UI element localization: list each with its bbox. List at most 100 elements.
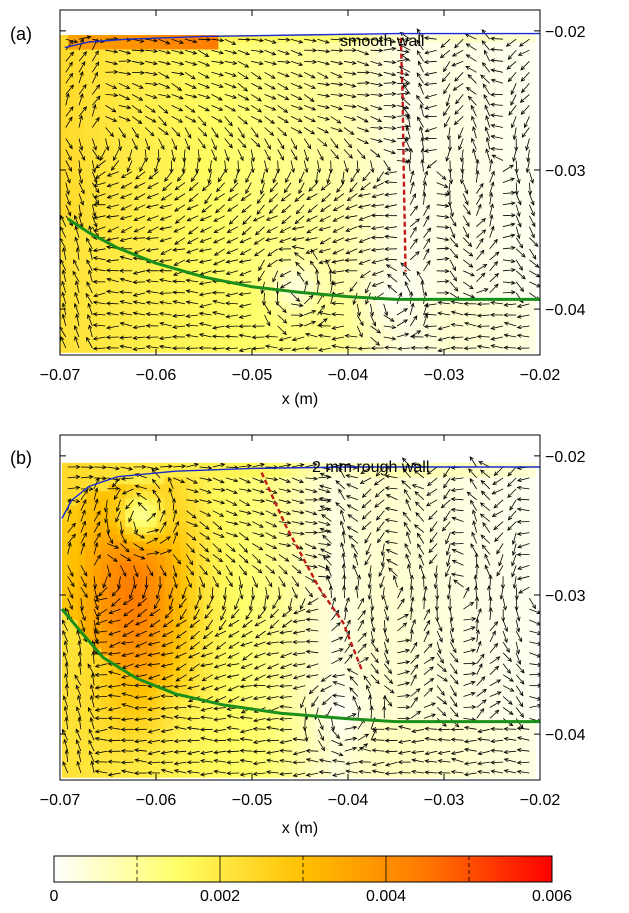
field-cell [432, 337, 441, 346]
field-cell [259, 591, 268, 600]
field-cell [186, 345, 196, 353]
field-cell [242, 308, 251, 317]
velocity-arrow [277, 49, 290, 55]
field-cell [360, 244, 370, 252]
field-cell [274, 748, 284, 757]
field-cell [519, 143, 528, 151]
field-cell [211, 562, 221, 571]
field-cell [384, 42, 394, 51]
velocity-arrow [317, 149, 324, 162]
field-cell [117, 541, 126, 550]
field-cell [259, 691, 268, 700]
field-cell [75, 301, 85, 310]
field-cell [194, 114, 204, 123]
field-cell [376, 244, 386, 252]
field-cell [203, 505, 213, 514]
field-cell [259, 748, 268, 757]
field-cell [203, 755, 213, 764]
field-cell [424, 251, 433, 260]
field-cell [194, 208, 204, 216]
field-cell [115, 251, 124, 260]
field-cell [527, 78, 536, 87]
field-cell [139, 251, 148, 260]
field-cell [519, 186, 528, 195]
field-cell [313, 63, 322, 72]
field-cell [503, 308, 513, 317]
field-cell [250, 63, 259, 72]
field-cell [85, 612, 95, 621]
field-cell [178, 114, 188, 123]
field-cell [69, 498, 79, 507]
field-cell [273, 49, 283, 58]
velocity-arrow [78, 61, 86, 73]
field-cell [164, 755, 173, 764]
field-cell [400, 208, 410, 216]
field-cell [170, 208, 180, 216]
velocity-arrow [131, 82, 144, 89]
velocity-arrow [145, 289, 159, 294]
velocity-arrow [118, 127, 126, 139]
velocity-arrow [106, 182, 119, 188]
velocity-arrow [502, 290, 516, 295]
field-cell [139, 42, 148, 51]
velocity-arrow [265, 237, 278, 242]
field-cell [519, 85, 528, 94]
field-cell [109, 469, 118, 478]
field-cell [148, 627, 158, 635]
velocity-arrow [182, 149, 187, 163]
field-cell [139, 265, 148, 274]
velocity-arrow [450, 335, 464, 340]
field-cell [440, 316, 449, 324]
velocity-arrow [386, 273, 398, 283]
field-cell [408, 35, 417, 43]
velocity-arrow [172, 290, 186, 295]
velocity-arrow [383, 303, 389, 317]
field-cell [172, 541, 181, 550]
field-cell [172, 648, 181, 657]
field-cell [243, 627, 252, 635]
field-cell [265, 215, 275, 224]
field-cell [384, 107, 394, 115]
field-cell [125, 662, 134, 671]
velocity-arrow [459, 149, 465, 163]
field-cell [109, 477, 118, 485]
field-cell [408, 49, 417, 58]
field-cell [211, 734, 221, 743]
field-cell [155, 78, 164, 87]
field-cell [511, 92, 520, 101]
field-cell [281, 236, 291, 245]
field-cell [218, 135, 227, 144]
field-cell [448, 78, 457, 87]
field-cell [162, 308, 172, 317]
field-cell [289, 121, 299, 130]
velocity-arrow [441, 72, 451, 83]
field-cell [196, 598, 205, 607]
field-cell [180, 620, 189, 628]
field-cell [258, 49, 267, 58]
field-cell [432, 42, 441, 51]
field-cell [400, 308, 410, 317]
field-cell [368, 128, 378, 137]
field-cell [400, 71, 410, 79]
field-cell [186, 92, 196, 101]
velocity-arrow [417, 116, 424, 128]
velocity-arrow [383, 336, 397, 341]
field-cell [527, 157, 536, 166]
velocity-arrow [490, 113, 503, 118]
velocity-arrow [224, 94, 238, 99]
field-cell [156, 662, 166, 671]
field-cell [210, 92, 219, 101]
velocity-arrow [443, 83, 451, 95]
field-cell [456, 272, 465, 281]
field-cell [376, 179, 386, 188]
velocity-arrow [529, 259, 540, 268]
field-cell [234, 150, 243, 159]
field-cell [479, 222, 489, 231]
velocity-arrow [237, 149, 244, 162]
field-cell [164, 627, 173, 635]
velocity-arrow [476, 237, 484, 250]
field-cell [456, 208, 465, 216]
field-cell [147, 345, 156, 353]
field-cell [101, 491, 110, 500]
field-cell [281, 135, 291, 144]
